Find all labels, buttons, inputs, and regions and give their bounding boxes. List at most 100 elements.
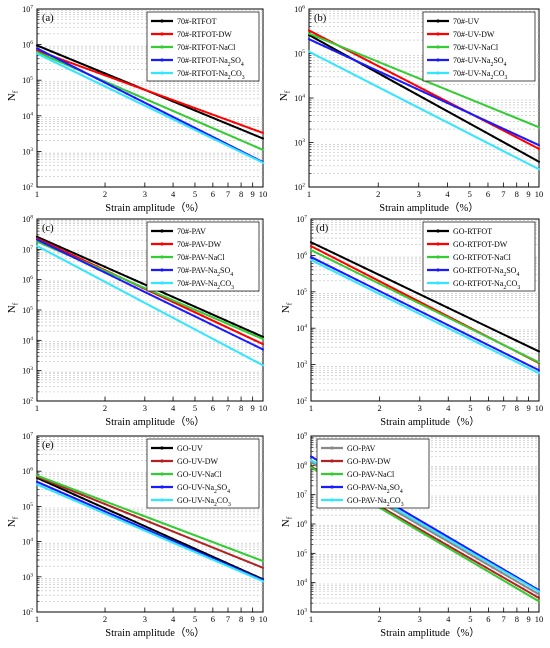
data-point [307,32,311,35]
legend-marker [160,71,164,75]
y-axis-label: Nf [280,516,294,527]
data-point [103,85,106,88]
data-point [530,357,533,360]
x-axis-label: Strain amplitude（%） [105,627,204,639]
data-point [133,511,137,514]
y-tick-label: 102 [22,397,33,407]
x-tick-label: 5 [468,403,472,413]
data-point [163,522,167,526]
x-axis-label: Strain amplitude（%） [380,627,479,639]
data-point [254,334,257,337]
data-point [309,241,313,244]
data-point [461,553,465,556]
data-point [148,90,152,93]
data-point [43,54,46,57]
legend-label: GO-RTFOT-Na2SO4 [453,266,519,278]
data-point [201,112,204,115]
data-point [461,549,465,552]
y-tick-label: 106 [22,40,33,50]
data-point [522,364,525,367]
data-point [393,290,396,293]
data-point [355,281,358,284]
legend-label: GO-UV-NaCl [177,470,222,479]
data-point [58,60,61,63]
data-point [499,350,503,353]
data-point [111,284,114,287]
data-point [111,502,114,506]
x-tick-label: 4 [171,614,176,624]
data-point [376,60,380,63]
y-axis-label-main: N [6,519,18,527]
data-point [325,256,328,259]
y-tick-label: 103 [22,366,33,376]
data-point [445,101,449,104]
data-point [239,123,242,126]
data-point [522,581,525,584]
data-point [476,126,479,130]
data-point [216,318,219,321]
legend-marker [160,32,164,36]
data-point [194,311,197,314]
data-point [484,569,487,572]
data-point [325,266,328,269]
data-point [261,161,265,164]
data-point [224,325,227,328]
data-point [81,255,84,258]
x-tick-label: 10 [535,403,544,413]
y-tick-label: 102 [22,183,33,193]
data-point [81,65,84,69]
legend: GO-RTFOT GO-RTFOT-DW GO-RTFOT-NaCl GO-RTFOT… [422,221,536,292]
data-point [171,117,174,121]
data-point [515,357,518,361]
data-point [88,503,91,506]
panel-label: (d) [316,223,329,234]
x-tick-label: 7 [226,189,230,199]
data-point [194,328,197,331]
data-point [492,338,495,342]
data-point [423,533,427,536]
data-point [209,322,212,325]
legend-marker [160,268,164,272]
data-point [96,69,99,72]
data-point [194,551,197,554]
data-point [141,518,144,521]
data-point [454,310,457,313]
y-axis-label-main: N [278,93,290,101]
data-point [224,319,227,322]
y-axis-label-main: N [280,519,292,527]
data-point [156,103,159,106]
y-tick-label: 104 [296,324,307,334]
data-point [454,327,457,330]
data-point [522,137,525,140]
data-point [401,508,404,512]
data-point [330,48,334,51]
data-point [201,309,204,312]
data-point [148,107,152,110]
x-tick-label: 9 [526,614,530,624]
data-point [469,560,472,563]
data-point [96,506,99,510]
data-point [103,72,106,75]
data-point [422,109,426,112]
data-point [73,66,76,69]
x-tick-label: 2 [103,189,107,199]
y-tick-label: 106 [294,5,305,15]
data-point [163,300,167,303]
data-point [376,64,380,68]
data-point [111,510,114,513]
data-point [201,542,204,545]
data-point [317,259,320,262]
data-point [430,82,433,85]
data-point [468,98,472,101]
data-point [118,508,121,512]
data-point [209,112,212,115]
data-point [43,486,46,489]
data-point [317,252,320,255]
data-point [133,85,137,88]
data-point [514,135,518,139]
data-point [73,490,76,493]
data-point [96,509,99,512]
data-point [484,562,487,565]
data-point [369,66,372,69]
data-point [415,105,418,108]
